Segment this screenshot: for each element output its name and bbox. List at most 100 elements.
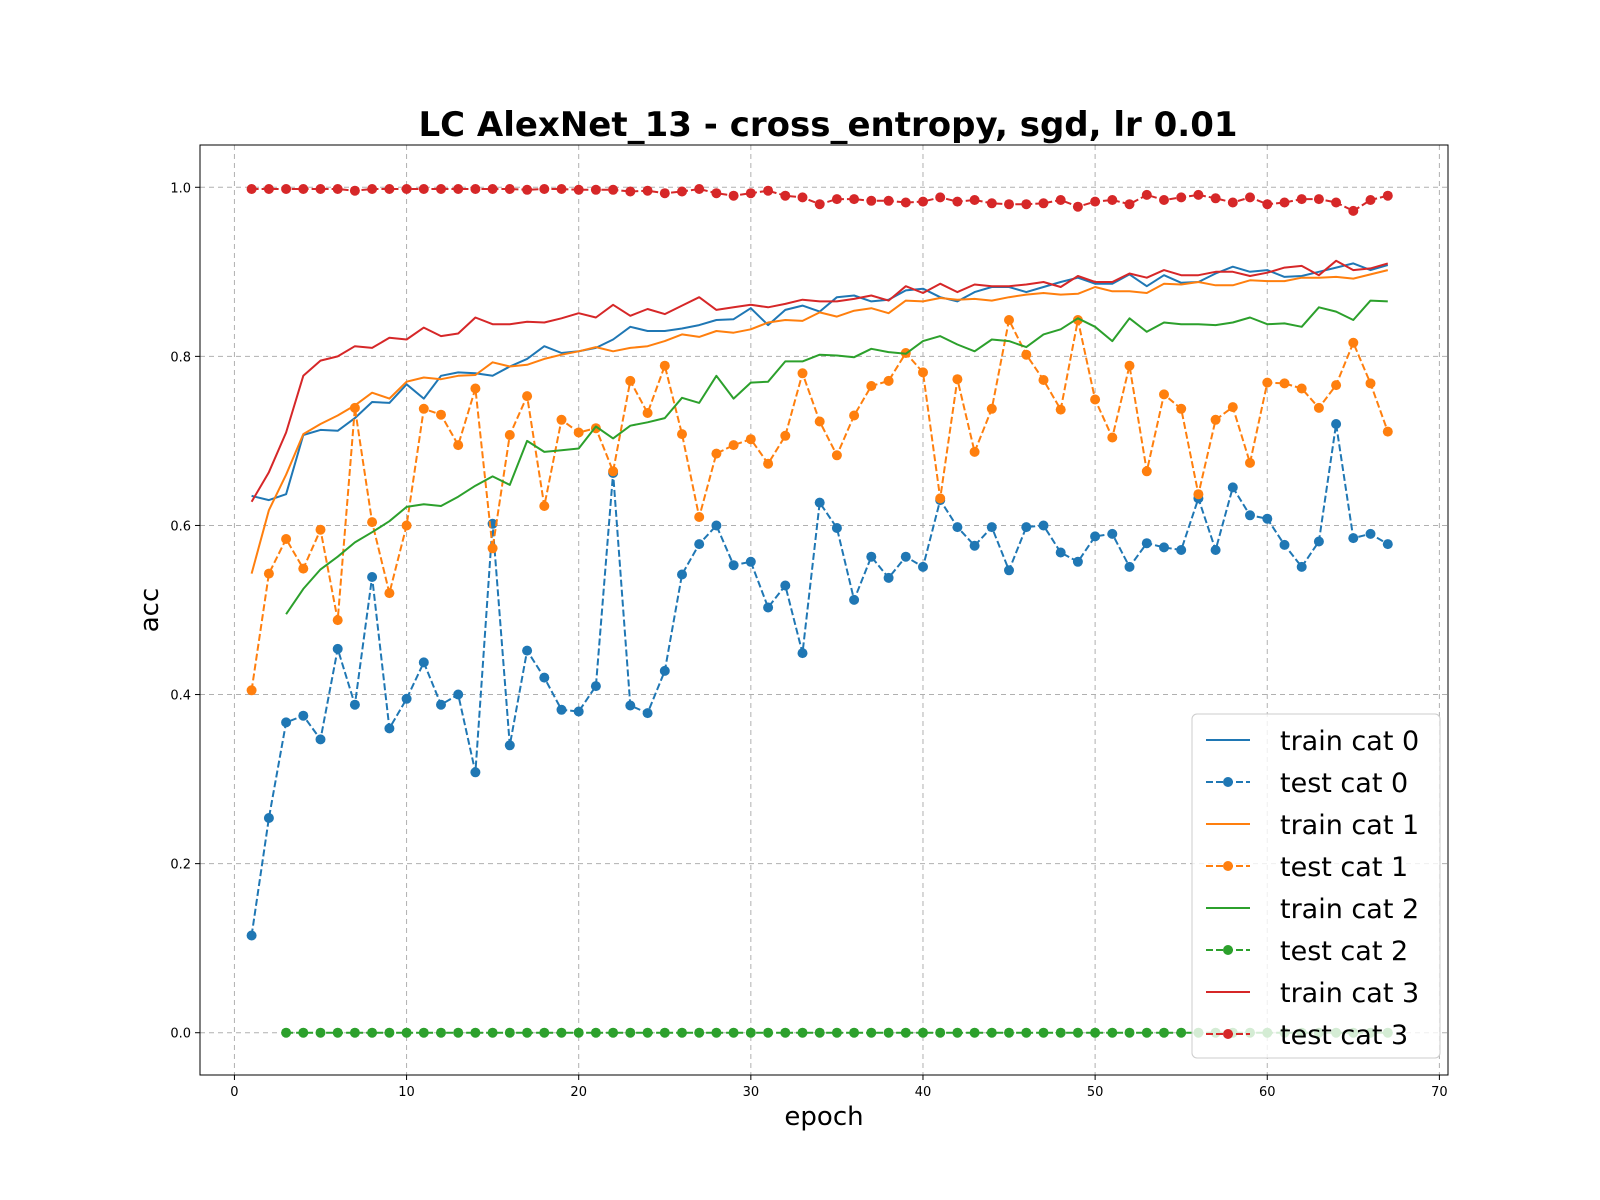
data-point-test-cat-1 [1141, 466, 1152, 477]
data-point-test-cat-1 [969, 446, 980, 457]
data-point-test-cat-1 [349, 402, 360, 413]
data-point-test-cat-1 [831, 450, 842, 461]
data-point-test-cat-2 [332, 1027, 343, 1038]
data-point-test-cat-3 [1331, 197, 1342, 208]
data-point-test-cat-0 [453, 689, 464, 700]
data-point-test-cat-2 [780, 1027, 791, 1038]
data-point-test-cat-3 [1124, 199, 1135, 210]
data-point-test-cat-3 [504, 184, 515, 194]
data-point-test-cat-1 [1227, 402, 1238, 413]
data-point-test-cat-1 [522, 391, 533, 402]
data-point-test-cat-0 [298, 710, 309, 721]
legend-label-test-cat-3: test cat 3 [1280, 1020, 1408, 1051]
data-point-test-cat-0 [763, 602, 774, 613]
data-point-test-cat-0 [642, 708, 653, 719]
data-point-test-cat-0 [1210, 545, 1221, 555]
ticks: 0 10 20 30 40 50 60 70 0.0 0.2 0.4 0.6 0.8 1.0 [170, 181, 1447, 1100]
data-point-test-cat-0 [539, 672, 550, 683]
data-point-test-cat-3 [900, 197, 911, 208]
data-point-test-cat-3 [590, 184, 601, 195]
data-point-test-cat-2 [1159, 1027, 1169, 1038]
data-point-test-cat-0 [1348, 533, 1359, 544]
data-point-test-cat-3 [780, 190, 791, 201]
legend-marker-test-cat-0 [1223, 777, 1233, 787]
data-point-test-cat-3 [1210, 193, 1221, 204]
data-point-test-cat-1 [1365, 378, 1376, 389]
data-point-test-cat-1 [763, 458, 774, 469]
series-test-cat-0 [246, 419, 1393, 941]
data-point-test-cat-3 [332, 184, 343, 194]
data-point-test-cat-3 [1296, 194, 1307, 205]
data-point-test-cat-0 [918, 561, 928, 572]
data-point-test-cat-3 [315, 184, 326, 194]
data-point-test-cat-2 [797, 1027, 808, 1038]
data-point-test-cat-3 [1227, 197, 1238, 208]
x-tick-label: 30 [743, 1085, 760, 1100]
data-point-test-cat-0 [900, 551, 911, 562]
data-point-test-cat-0 [1313, 536, 1324, 547]
data-point-test-cat-1 [866, 381, 877, 391]
data-point-test-cat-1 [1331, 380, 1342, 391]
data-point-test-cat-0 [866, 551, 877, 562]
data-point-test-cat-2 [935, 1027, 946, 1038]
series-train-cat-2 [285, 299, 1388, 615]
legend-marker-test-cat-2 [1223, 945, 1233, 955]
data-point-test-cat-2 [677, 1027, 687, 1038]
data-point-test-cat-1 [263, 568, 274, 579]
data-point-test-cat-0 [1296, 561, 1307, 572]
data-point-test-cat-0 [1004, 565, 1014, 576]
data-point-test-cat-0 [1107, 528, 1118, 539]
data-point-test-cat-3 [1090, 196, 1101, 207]
data-point-test-cat-2 [728, 1027, 739, 1038]
data-point-test-cat-1 [745, 434, 756, 445]
data-point-test-cat-1 [797, 368, 808, 379]
data-point-test-cat-2 [315, 1027, 326, 1038]
data-point-test-cat-3 [814, 199, 825, 210]
data-point-test-cat-2 [1072, 1027, 1083, 1038]
data-point-test-cat-3 [918, 196, 928, 207]
data-point-test-cat-2 [590, 1027, 601, 1038]
data-point-test-cat-2 [642, 1027, 653, 1038]
data-point-test-cat-0 [1159, 542, 1169, 553]
y-tick-label: 0.2 [170, 858, 191, 873]
data-point-test-cat-3 [1159, 195, 1169, 205]
data-point-test-cat-0 [952, 522, 963, 533]
data-point-test-cat-1 [986, 403, 997, 414]
legend-label-train-cat-1: train cat 1 [1280, 810, 1419, 841]
data-point-test-cat-1 [298, 563, 309, 574]
data-point-test-cat-3 [263, 184, 274, 194]
data-point-test-cat-2 [694, 1027, 705, 1038]
data-point-test-cat-0 [780, 580, 791, 591]
data-point-test-cat-3 [986, 198, 997, 209]
data-point-test-cat-3 [298, 184, 309, 194]
data-point-test-cat-0 [315, 734, 326, 745]
data-point-test-cat-3 [608, 184, 619, 195]
data-point-test-cat-0 [1382, 539, 1393, 550]
data-point-test-cat-2 [608, 1027, 619, 1038]
data-point-test-cat-0 [659, 665, 670, 676]
data-point-test-cat-2 [745, 1027, 756, 1038]
x-tick-label: 60 [1259, 1085, 1276, 1100]
data-point-test-cat-3 [556, 184, 567, 194]
data-point-test-cat-1 [1382, 426, 1393, 437]
data-point-test-cat-3 [1245, 192, 1255, 203]
data-point-test-cat-1 [608, 466, 619, 477]
x-axis-label: epoch [784, 1102, 863, 1132]
data-point-test-cat-2 [487, 1027, 498, 1038]
data-point-test-cat-2 [453, 1027, 464, 1038]
x-tick-label: 70 [1431, 1085, 1448, 1100]
series-line-train-cat-3 [250, 259, 1389, 503]
data-point-test-cat-3 [1365, 195, 1376, 205]
data-point-test-cat-2 [1038, 1027, 1049, 1038]
y-tick-label: 1.0 [170, 181, 191, 196]
data-point-test-cat-3 [281, 184, 292, 194]
data-point-test-cat-3 [1004, 199, 1014, 210]
data-point-test-cat-0 [728, 560, 739, 571]
data-point-test-cat-1 [918, 367, 928, 378]
data-point-test-cat-0 [367, 572, 378, 582]
data-point-test-cat-2 [1090, 1027, 1101, 1038]
data-point-test-cat-1 [849, 410, 860, 421]
data-point-test-cat-0 [470, 767, 481, 778]
data-point-test-cat-3 [849, 194, 860, 205]
data-point-test-cat-0 [1072, 556, 1083, 567]
